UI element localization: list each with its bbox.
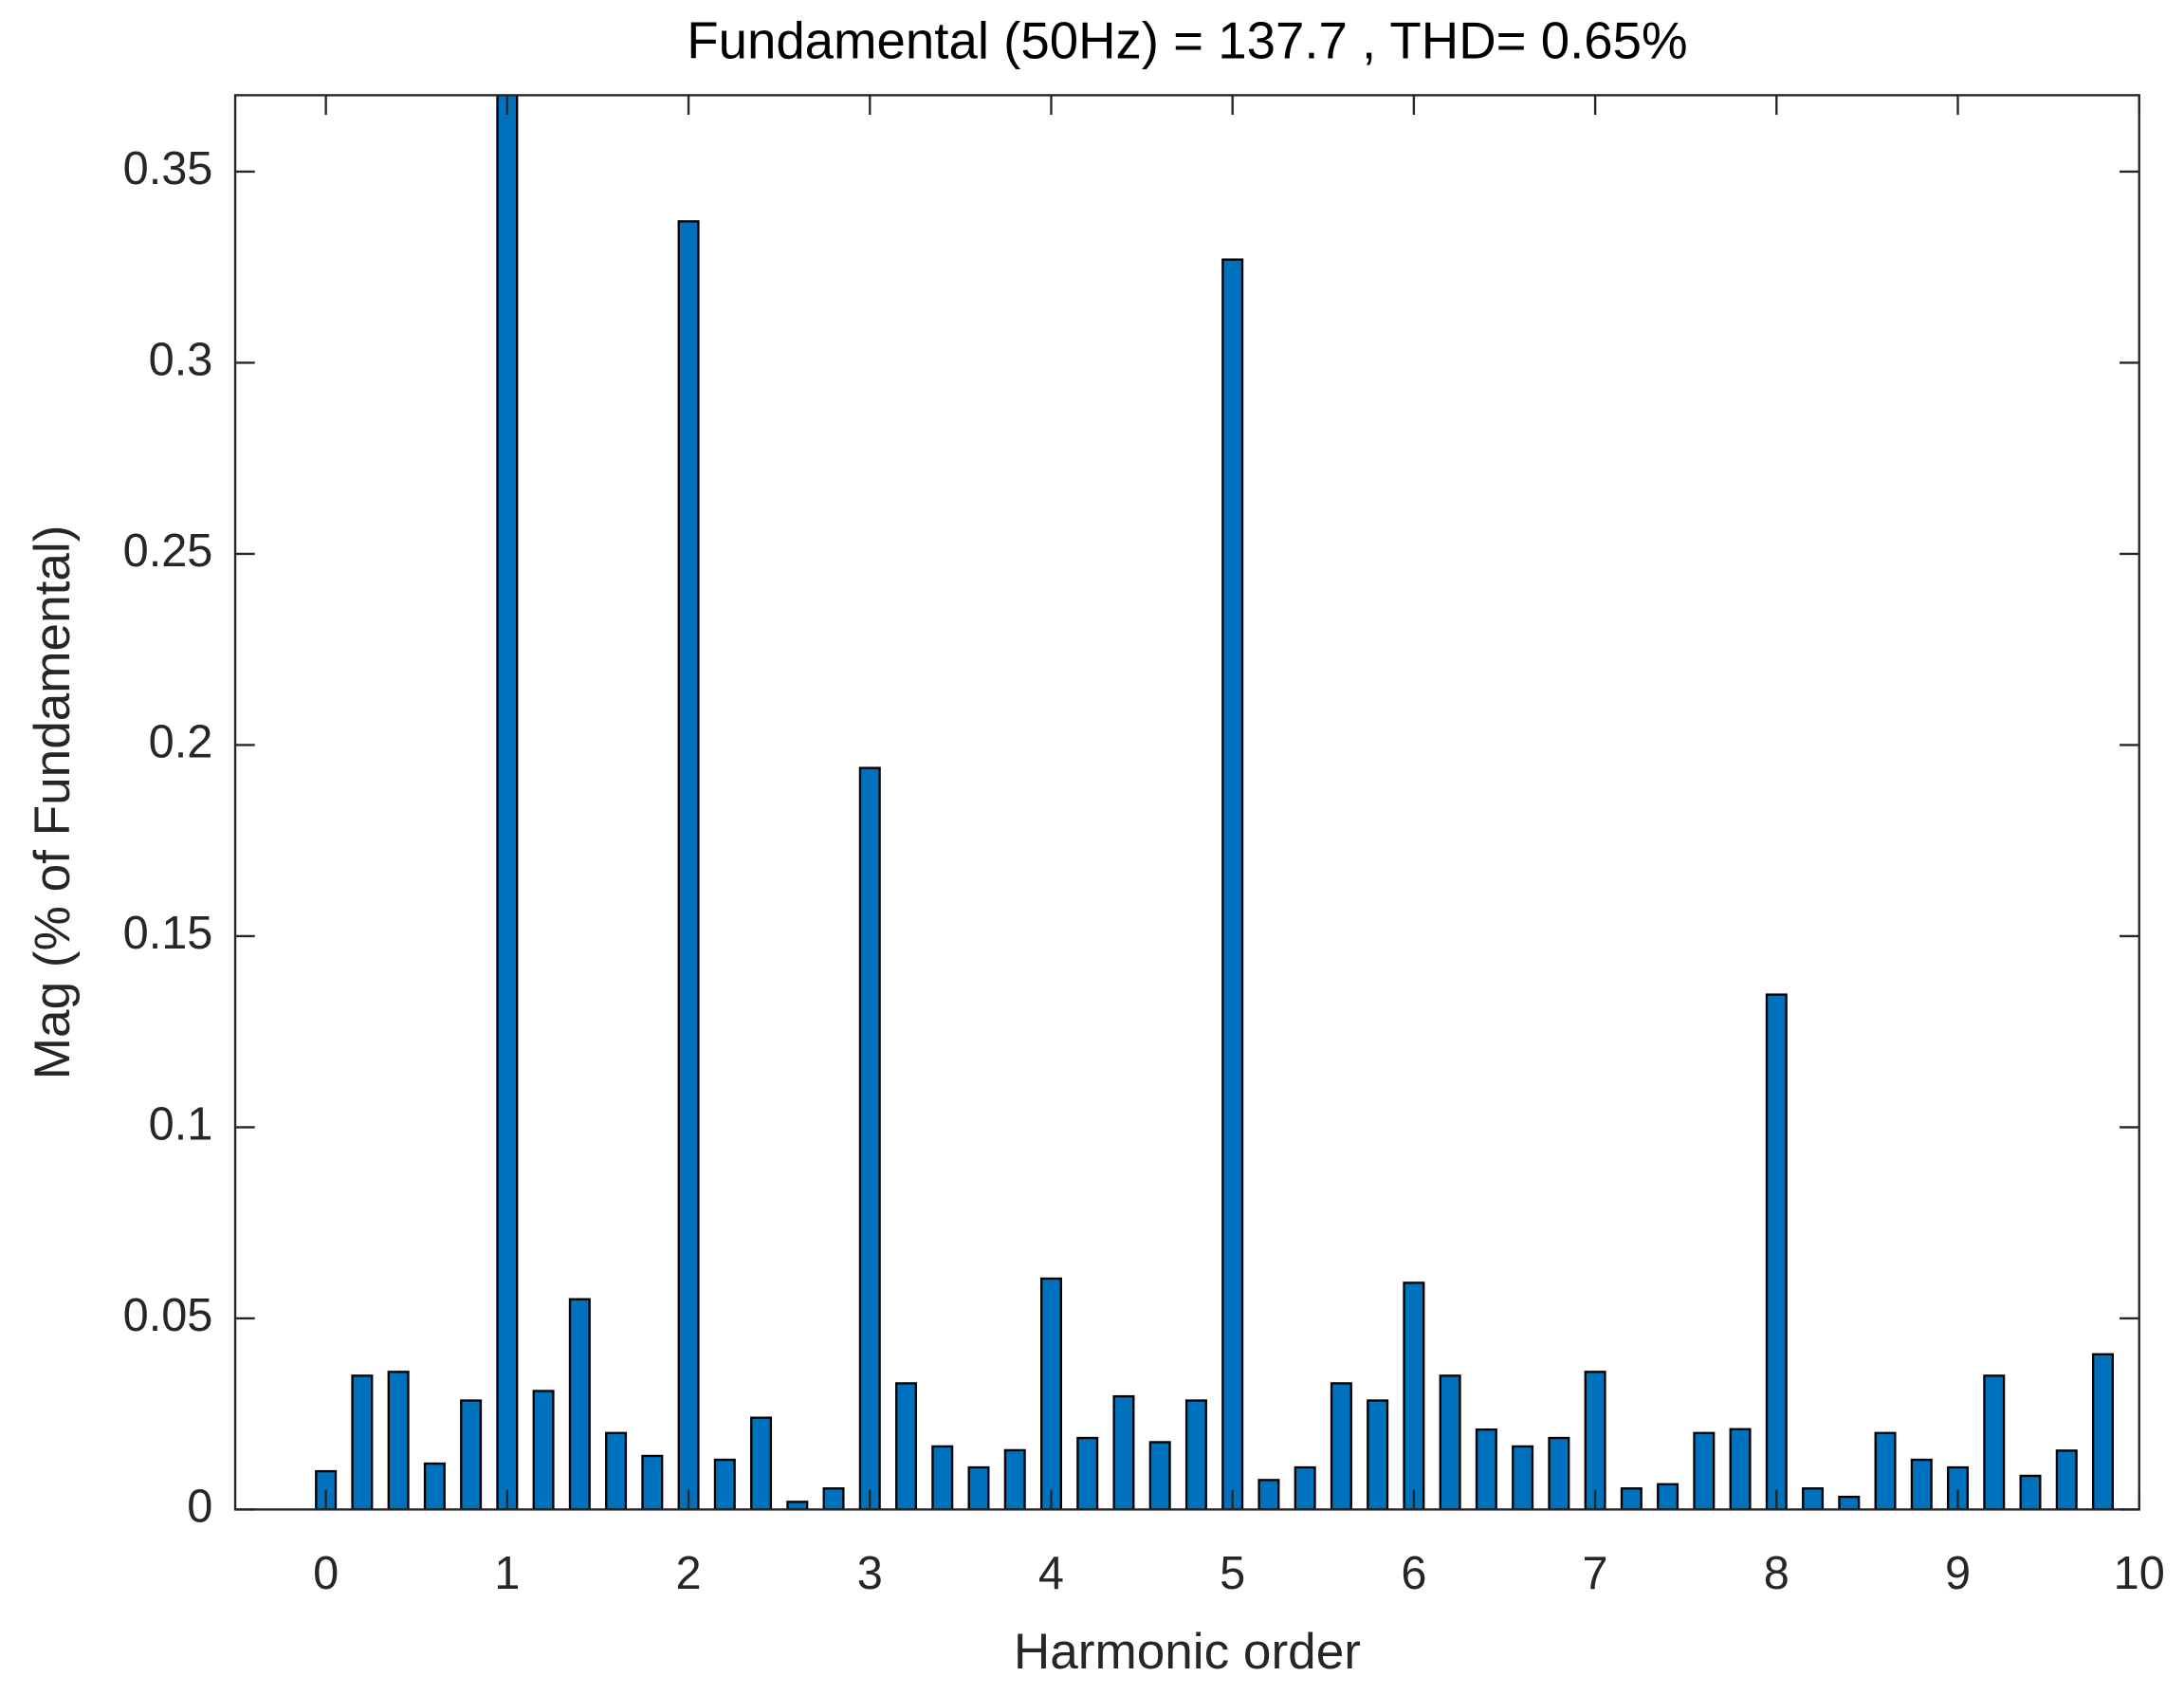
bar bbox=[1039, 1277, 1062, 1510]
bar bbox=[1802, 1487, 1825, 1510]
bar bbox=[1330, 1382, 1352, 1510]
y-tick-label: 0.05 bbox=[123, 1290, 213, 1341]
bar bbox=[532, 1390, 555, 1510]
bar bbox=[351, 1374, 374, 1510]
bar bbox=[1512, 1445, 1534, 1510]
x-tick-label: 10 bbox=[2114, 1548, 2165, 1599]
bar bbox=[387, 1371, 410, 1510]
x-tick-label: 1 bbox=[494, 1548, 520, 1599]
bar bbox=[1947, 1465, 1970, 1510]
bar bbox=[1983, 1374, 2006, 1510]
x-tick-label: 7 bbox=[1583, 1548, 1608, 1599]
bar bbox=[677, 220, 700, 1510]
bar bbox=[2091, 1353, 2114, 1510]
bar bbox=[713, 1458, 736, 1510]
bar bbox=[1693, 1431, 1716, 1510]
bar bbox=[931, 1445, 954, 1510]
bar bbox=[858, 766, 881, 1510]
bar bbox=[1367, 1399, 1389, 1510]
plot-frame bbox=[233, 94, 2140, 1511]
bar bbox=[1620, 1487, 1643, 1510]
x-tick-label: 2 bbox=[676, 1548, 702, 1599]
y-axis-title: Mag (% of Fundamental) bbox=[25, 525, 81, 1080]
bar bbox=[786, 1501, 809, 1510]
bar bbox=[1184, 1399, 1207, 1510]
x-tick-label: 0 bbox=[313, 1548, 339, 1599]
y-tick-label: 0.25 bbox=[123, 525, 213, 577]
x-tick-label: 9 bbox=[1945, 1548, 1971, 1599]
x-axis-title: Harmonic order bbox=[1014, 1624, 1361, 1680]
bar bbox=[1548, 1436, 1570, 1510]
bar bbox=[1439, 1374, 1461, 1510]
bar bbox=[1584, 1371, 1606, 1510]
bar bbox=[750, 1416, 773, 1510]
bar bbox=[641, 1454, 664, 1510]
bar bbox=[1294, 1465, 1316, 1510]
bar bbox=[1221, 258, 1244, 1510]
x-tick-label: 8 bbox=[1764, 1548, 1789, 1599]
bars bbox=[315, 95, 2114, 1510]
bar bbox=[496, 95, 519, 1510]
bar bbox=[1657, 1483, 1679, 1510]
x-tick-label: 5 bbox=[1220, 1548, 1245, 1599]
bar bbox=[568, 1298, 591, 1510]
x-tick-label: 4 bbox=[1038, 1548, 1064, 1599]
y-tick-label: 0.2 bbox=[149, 716, 213, 767]
bar bbox=[1765, 993, 1788, 1510]
bar bbox=[822, 1487, 845, 1510]
axes: 0 1 2 3 4 5 6 7 8 9 10 0 0.05 0.1 0.15 0.2 0.25 0.3 0.35 bbox=[123, 94, 2165, 1599]
bar bbox=[895, 1382, 918, 1510]
bar bbox=[1148, 1441, 1171, 1510]
x-tick-label: 3 bbox=[857, 1548, 883, 1599]
bar bbox=[605, 1431, 628, 1510]
bar bbox=[2055, 1449, 2078, 1510]
bar bbox=[1076, 1436, 1099, 1510]
bar bbox=[423, 1462, 446, 1510]
bar bbox=[2019, 1474, 2042, 1510]
bar bbox=[1112, 1394, 1135, 1510]
y-tick-label: 0.35 bbox=[123, 143, 213, 194]
y-tick-label: 0 bbox=[187, 1481, 212, 1532]
bar bbox=[1003, 1448, 1026, 1510]
bar bbox=[460, 1399, 483, 1510]
bar bbox=[1257, 1479, 1280, 1510]
y-tick-label: 0.3 bbox=[149, 334, 213, 385]
bar bbox=[1729, 1428, 1752, 1510]
x-tick-label: 6 bbox=[1401, 1548, 1426, 1599]
y-tick-label: 0.1 bbox=[149, 1098, 213, 1150]
bar bbox=[1910, 1458, 1933, 1510]
bar bbox=[1403, 1281, 1425, 1510]
y-tick-label: 0.15 bbox=[123, 908, 213, 959]
chart-title: Fundamental (50Hz) = 137.7 , THD= 0.65% bbox=[687, 12, 1687, 70]
bar bbox=[1838, 1495, 1861, 1510]
bar bbox=[967, 1465, 990, 1510]
bar bbox=[1874, 1431, 1897, 1510]
bar bbox=[1475, 1428, 1497, 1510]
